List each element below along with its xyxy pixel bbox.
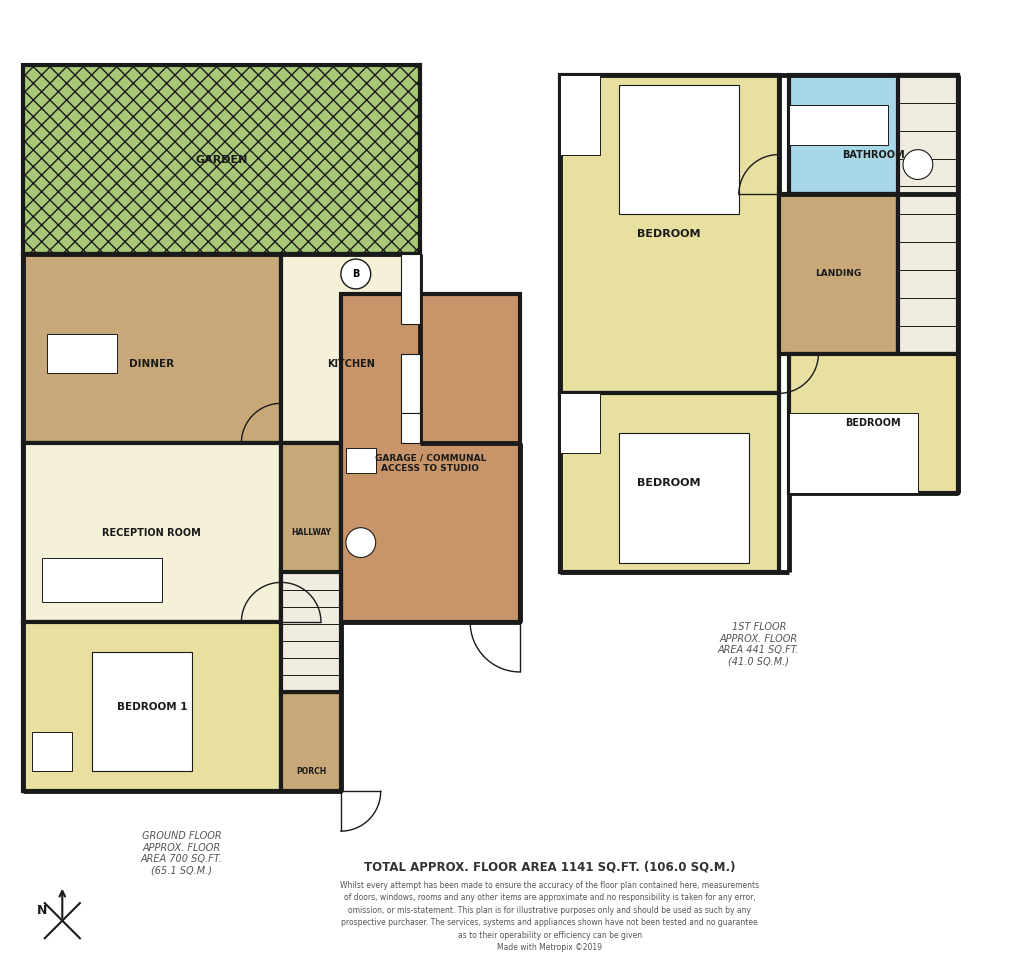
Bar bbox=[559, 75, 777, 393]
Bar bbox=[897, 75, 957, 354]
Bar bbox=[400, 254, 420, 323]
Bar bbox=[400, 413, 420, 443]
Text: BEDROOM: BEDROOM bbox=[637, 229, 700, 240]
Text: KITCHEN: KITCHEN bbox=[326, 358, 374, 368]
Text: HALLWAY: HALLWAY bbox=[290, 528, 331, 537]
Bar bbox=[22, 443, 281, 622]
Bar bbox=[22, 254, 281, 443]
Bar bbox=[559, 393, 777, 573]
Bar bbox=[788, 413, 917, 493]
Text: BEDROOM 1: BEDROOM 1 bbox=[116, 701, 186, 712]
Text: BEDROOM: BEDROOM bbox=[845, 418, 900, 429]
Bar bbox=[22, 65, 420, 254]
Text: GROUND FLOOR
APPROX. FLOOR
AREA 700 SQ.FT.
(65.1 SQ.M.): GROUND FLOOR APPROX. FLOOR AREA 700 SQ.F… bbox=[141, 831, 222, 876]
Text: Whilst every attempt has been made to ensure the accuracy of the floor plan cont: Whilst every attempt has been made to en… bbox=[340, 880, 758, 953]
Bar bbox=[43, 557, 162, 602]
Text: BATHROOM: BATHROOM bbox=[841, 150, 904, 160]
Bar bbox=[619, 85, 738, 214]
Text: B: B bbox=[352, 269, 359, 279]
Text: GARAGE / COMMUNAL
ACCESS TO STUDIO: GARAGE / COMMUNAL ACCESS TO STUDIO bbox=[374, 453, 486, 472]
Bar bbox=[559, 393, 599, 453]
Bar bbox=[340, 294, 520, 622]
Text: 1ST FLOOR
APPROX. FLOOR
AREA 441 SQ.FT.
(41.0 SQ.M.): 1ST FLOOR APPROX. FLOOR AREA 441 SQ.FT. … bbox=[717, 622, 799, 667]
Text: GARDEN: GARDEN bbox=[195, 155, 248, 165]
Circle shape bbox=[340, 259, 370, 289]
Circle shape bbox=[902, 150, 932, 179]
Text: LANDING: LANDING bbox=[814, 270, 861, 279]
Bar bbox=[400, 354, 420, 413]
Bar bbox=[559, 75, 599, 155]
Bar bbox=[22, 622, 281, 791]
Text: N: N bbox=[37, 904, 48, 918]
Bar bbox=[281, 254, 420, 443]
Text: BEDROOM: BEDROOM bbox=[637, 478, 700, 488]
Bar bbox=[92, 652, 192, 771]
Bar bbox=[47, 334, 117, 373]
Bar bbox=[788, 75, 957, 195]
Text: RECEPTION ROOM: RECEPTION ROOM bbox=[102, 528, 201, 538]
Bar bbox=[788, 105, 888, 145]
Text: TOTAL APPROX. FLOOR AREA 1141 SQ.FT. (106.0 SQ.M.): TOTAL APPROX. FLOOR AREA 1141 SQ.FT. (10… bbox=[364, 861, 735, 874]
Bar bbox=[281, 443, 340, 622]
Bar bbox=[33, 731, 72, 771]
Text: DINNER: DINNER bbox=[129, 358, 174, 368]
Bar bbox=[340, 443, 420, 573]
Bar bbox=[777, 195, 897, 354]
Bar bbox=[788, 354, 957, 493]
Circle shape bbox=[345, 528, 375, 557]
Bar bbox=[619, 433, 748, 563]
Text: PORCH: PORCH bbox=[296, 767, 326, 776]
Bar bbox=[345, 448, 375, 473]
Bar bbox=[281, 573, 340, 692]
Bar bbox=[281, 692, 340, 791]
